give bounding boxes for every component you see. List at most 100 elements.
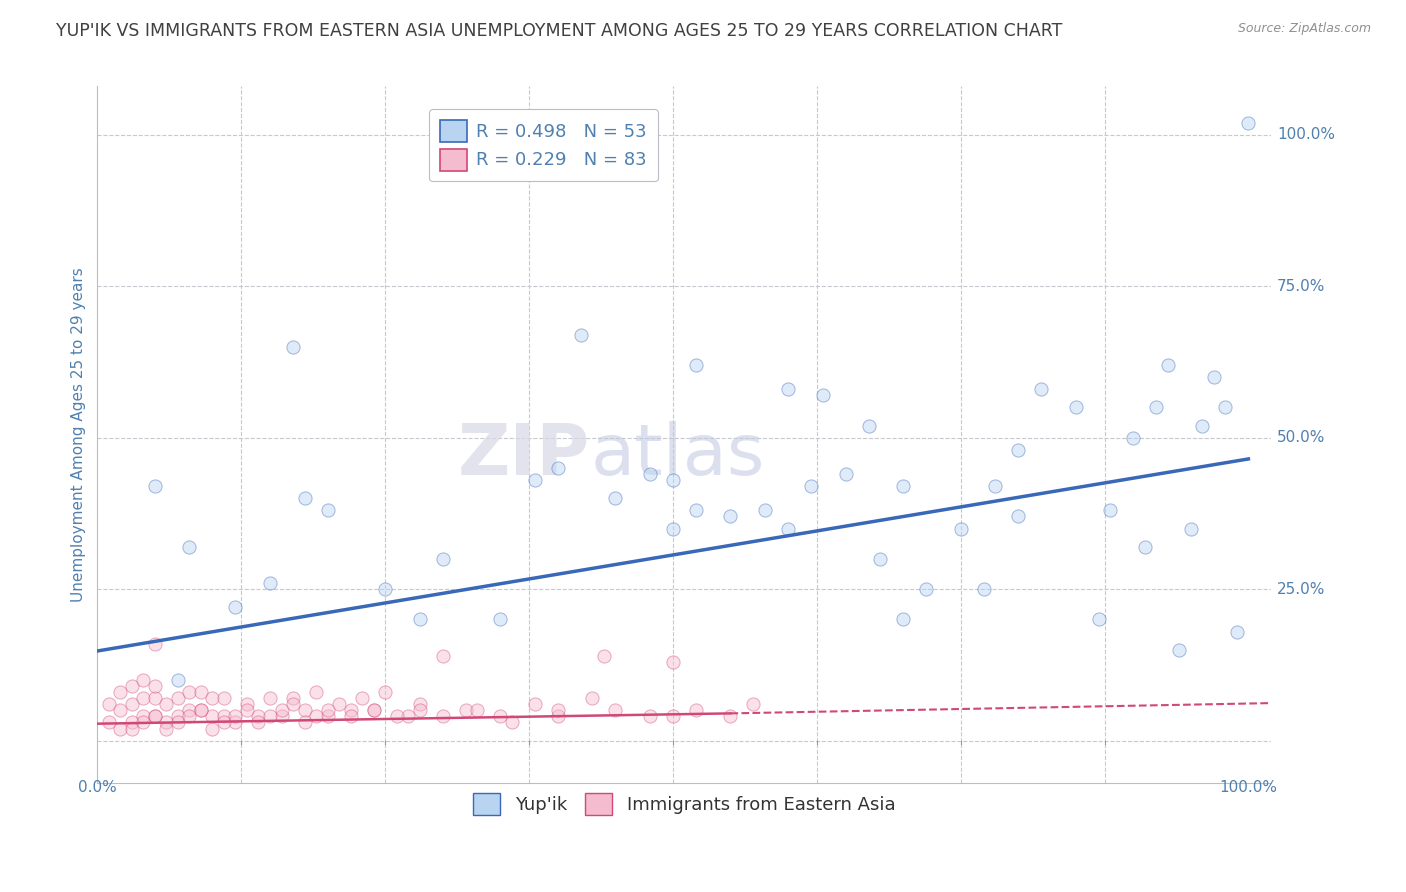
Point: [224, 715, 246, 730]
Point: [224, 709, 246, 723]
Point: [489, 709, 512, 723]
Point: [1237, 116, 1260, 130]
Point: [1180, 522, 1202, 536]
Point: [132, 673, 155, 687]
Point: [776, 522, 799, 536]
Point: [1087, 612, 1109, 626]
Point: [190, 703, 212, 717]
Point: [270, 709, 292, 723]
Point: [662, 709, 685, 723]
Point: [432, 552, 454, 566]
Point: [662, 522, 685, 536]
Point: [201, 709, 224, 723]
Point: [132, 715, 155, 730]
Point: [638, 467, 661, 481]
Point: [143, 679, 166, 693]
Point: [167, 691, 190, 706]
Point: [685, 358, 707, 372]
Point: [605, 491, 627, 506]
Point: [662, 473, 685, 487]
Point: [973, 582, 995, 597]
Point: [155, 698, 177, 712]
Point: [1191, 418, 1213, 433]
Point: [97, 715, 120, 730]
Point: [179, 703, 201, 717]
Point: [247, 715, 270, 730]
Point: [281, 340, 304, 354]
Point: [121, 698, 143, 712]
Point: [132, 709, 155, 723]
Point: [155, 715, 177, 730]
Point: [1157, 358, 1180, 372]
Point: [949, 522, 972, 536]
Point: [179, 540, 201, 554]
Text: 50.0%: 50.0%: [1277, 430, 1326, 445]
Point: [316, 703, 339, 717]
Point: [259, 576, 281, 591]
Point: [167, 715, 190, 730]
Point: [132, 691, 155, 706]
Point: [800, 479, 823, 493]
Text: 75.0%: 75.0%: [1277, 279, 1326, 293]
Text: Source: ZipAtlas.com: Source: ZipAtlas.com: [1237, 22, 1371, 36]
Point: [408, 698, 430, 712]
Point: [259, 709, 281, 723]
Point: [190, 703, 212, 717]
Point: [1031, 382, 1053, 396]
Point: [236, 703, 259, 717]
Point: [454, 703, 477, 717]
Point: [212, 691, 235, 706]
Point: [224, 600, 246, 615]
Point: [408, 612, 430, 626]
Point: [97, 698, 120, 712]
Point: [259, 691, 281, 706]
Point: [212, 715, 235, 730]
Point: [316, 709, 339, 723]
Y-axis label: Unemployment Among Ages 25 to 29 years: Unemployment Among Ages 25 to 29 years: [72, 268, 86, 602]
Point: [605, 703, 627, 717]
Point: [201, 722, 224, 736]
Point: [915, 582, 938, 597]
Point: [547, 461, 569, 475]
Point: [143, 709, 166, 723]
Point: [121, 722, 143, 736]
Point: [720, 709, 742, 723]
Point: [305, 685, 328, 699]
Point: [1099, 503, 1122, 517]
Point: [547, 709, 569, 723]
Point: [212, 709, 235, 723]
Point: [662, 655, 685, 669]
Point: [294, 703, 316, 717]
Point: [363, 703, 385, 717]
Point: [363, 703, 385, 717]
Point: [179, 709, 201, 723]
Point: [432, 648, 454, 663]
Text: YUP'IK VS IMMIGRANTS FROM EASTERN ASIA UNEMPLOYMENT AMONG AGES 25 TO 29 YEARS CO: YUP'IK VS IMMIGRANTS FROM EASTERN ASIA U…: [56, 22, 1063, 40]
Point: [1144, 401, 1167, 415]
Point: [316, 503, 339, 517]
Point: [638, 709, 661, 723]
Point: [592, 648, 614, 663]
Text: 100.0%: 100.0%: [1277, 128, 1336, 143]
Point: [1202, 370, 1225, 384]
Point: [742, 698, 765, 712]
Point: [143, 637, 166, 651]
Point: [121, 679, 143, 693]
Point: [1122, 431, 1144, 445]
Point: [110, 685, 132, 699]
Point: [385, 709, 408, 723]
Point: [121, 715, 143, 730]
Text: 100.0%: 100.0%: [1219, 780, 1278, 795]
Point: [489, 612, 512, 626]
Point: [1007, 509, 1029, 524]
Point: [720, 509, 742, 524]
Point: [408, 703, 430, 717]
Text: 25.0%: 25.0%: [1277, 582, 1326, 597]
Point: [270, 703, 292, 717]
Point: [155, 722, 177, 736]
Point: [143, 479, 166, 493]
Point: [143, 691, 166, 706]
Point: [1064, 401, 1087, 415]
Point: [1007, 442, 1029, 457]
Point: [891, 479, 914, 493]
